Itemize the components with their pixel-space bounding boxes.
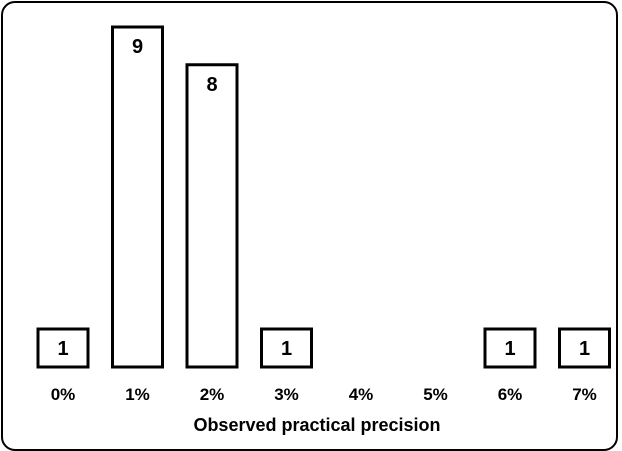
bar-chart: 1 9 8 1 1 1 0% 1% 2% 3% 4% 5% 6% 7% Observed practic… xyxy=(36,25,611,435)
bar-0pct xyxy=(36,327,90,369)
x-tick-label: 6% xyxy=(498,385,523,404)
bar-value-label: 1 xyxy=(281,338,292,360)
x-tick-label: 7% xyxy=(572,385,597,404)
bar-1pct xyxy=(111,25,164,369)
x-tick-labels: 0% 1% 2% 3% 4% 5% 6% 7% xyxy=(51,385,597,404)
bar-value-label: 1 xyxy=(57,338,68,360)
x-tick-label: 5% xyxy=(423,385,448,404)
bar-6pct xyxy=(483,327,537,369)
bar-7pct xyxy=(558,327,611,369)
x-tick-label: 3% xyxy=(274,385,299,404)
x-axis-label: Observed practical precision xyxy=(193,415,440,435)
bar-3pct xyxy=(260,327,313,369)
x-tick-label: 4% xyxy=(349,385,374,404)
bar-value-label: 8 xyxy=(206,74,217,96)
x-tick-label: 2% xyxy=(200,385,225,404)
x-tick-label: 1% xyxy=(125,385,150,404)
bars-group: 1 9 8 1 1 1 xyxy=(36,25,611,369)
bar-value-label: 9 xyxy=(132,36,143,58)
bar-2pct xyxy=(185,63,239,369)
bar-value-label: 1 xyxy=(579,338,590,360)
x-tick-label: 0% xyxy=(51,385,76,404)
bar-value-label: 1 xyxy=(504,338,515,360)
